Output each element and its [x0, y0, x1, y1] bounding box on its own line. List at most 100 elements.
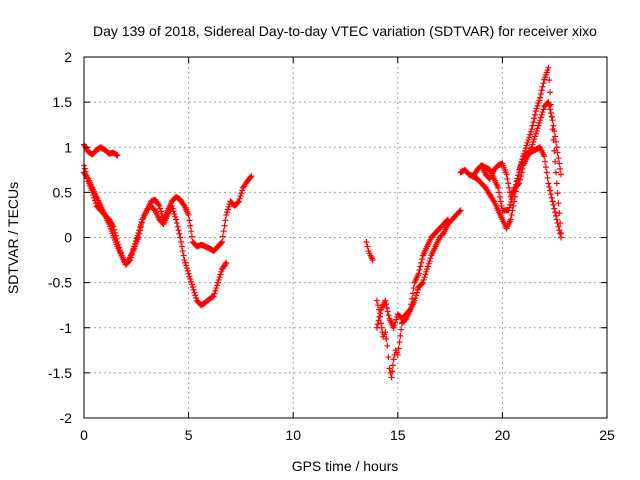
data-point [533, 105, 540, 112]
data-point [456, 208, 463, 215]
data-point [557, 230, 564, 237]
data-point [385, 354, 392, 361]
data-point [547, 106, 554, 113]
data-point [532, 111, 539, 118]
data-point [236, 195, 243, 202]
data-point [369, 257, 376, 264]
data-point [185, 270, 192, 277]
data-point [414, 286, 421, 293]
data-point [533, 128, 540, 135]
data-point [531, 115, 538, 122]
data-point [212, 287, 219, 294]
data-point [216, 274, 223, 281]
data-point [556, 210, 563, 217]
y-tick-label: -2 [60, 410, 73, 426]
grid-lines [84, 57, 607, 418]
data-point [419, 280, 426, 287]
data-point [424, 266, 431, 273]
data-point [528, 126, 535, 133]
data-point [171, 211, 178, 218]
data-point [542, 164, 549, 171]
data-point [138, 220, 145, 227]
data-point [421, 274, 428, 281]
data-point [185, 211, 192, 218]
data-point [384, 342, 391, 349]
data-point [535, 122, 542, 129]
data-point [413, 292, 420, 299]
data-point [377, 310, 384, 317]
data-point [555, 155, 562, 162]
data-point [112, 232, 119, 239]
data-point [444, 217, 451, 224]
data-point [532, 133, 539, 140]
data-point [385, 312, 392, 319]
data-point [551, 205, 558, 212]
y-tick-label: 2 [64, 49, 72, 65]
data-point [181, 257, 188, 264]
data-point [511, 184, 518, 191]
data-point [396, 339, 403, 346]
data-point [427, 255, 434, 262]
data-point [234, 199, 241, 206]
data-point [530, 118, 537, 125]
data-point [391, 322, 398, 329]
data-point [514, 175, 521, 182]
data-point [415, 270, 422, 277]
data-point [550, 122, 557, 129]
data-point [180, 201, 187, 208]
data-point [157, 205, 164, 212]
data-point [497, 198, 504, 205]
data-point [239, 187, 246, 194]
data-point [527, 128, 534, 135]
data-point [155, 201, 162, 208]
data-point [518, 159, 525, 166]
data-point [537, 94, 544, 101]
data-point [175, 227, 182, 234]
data-point [407, 306, 414, 313]
data-point [507, 216, 514, 223]
data-point [173, 216, 180, 223]
data-point [390, 324, 397, 331]
data-point [177, 234, 184, 241]
data-point [182, 259, 189, 266]
data-point [187, 222, 194, 229]
data-point [523, 142, 530, 149]
data-point [531, 136, 538, 143]
data-point [187, 276, 194, 283]
data-point [515, 172, 522, 179]
data-point [496, 193, 503, 200]
data-point [157, 208, 164, 215]
data-point [218, 268, 225, 275]
data-point [508, 211, 515, 218]
data-point [551, 147, 558, 154]
data-point [222, 217, 229, 224]
data-point [416, 266, 423, 273]
data-point [534, 125, 541, 132]
data-point [550, 202, 557, 209]
data-point [507, 201, 514, 208]
data-point [535, 100, 542, 107]
data-point [556, 227, 563, 234]
data-point [506, 184, 513, 191]
data-point [374, 302, 381, 309]
data-point [190, 286, 197, 293]
data-point [557, 165, 564, 172]
x-tick-label: 15 [390, 427, 406, 443]
data-point [398, 326, 405, 333]
data-point [174, 223, 181, 230]
data-point [529, 141, 536, 148]
data-point [547, 187, 554, 194]
data-point [534, 102, 541, 109]
data-point [543, 169, 550, 176]
data-point [508, 196, 515, 203]
data-point [496, 189, 503, 196]
data-point [508, 198, 515, 205]
data-point [504, 175, 511, 182]
data-point [172, 213, 179, 220]
data-point [546, 183, 553, 190]
data-point [425, 260, 432, 267]
data-point [555, 200, 562, 207]
data-point [408, 301, 415, 308]
data-point [505, 207, 512, 214]
y-tick-label: 0 [64, 230, 72, 246]
